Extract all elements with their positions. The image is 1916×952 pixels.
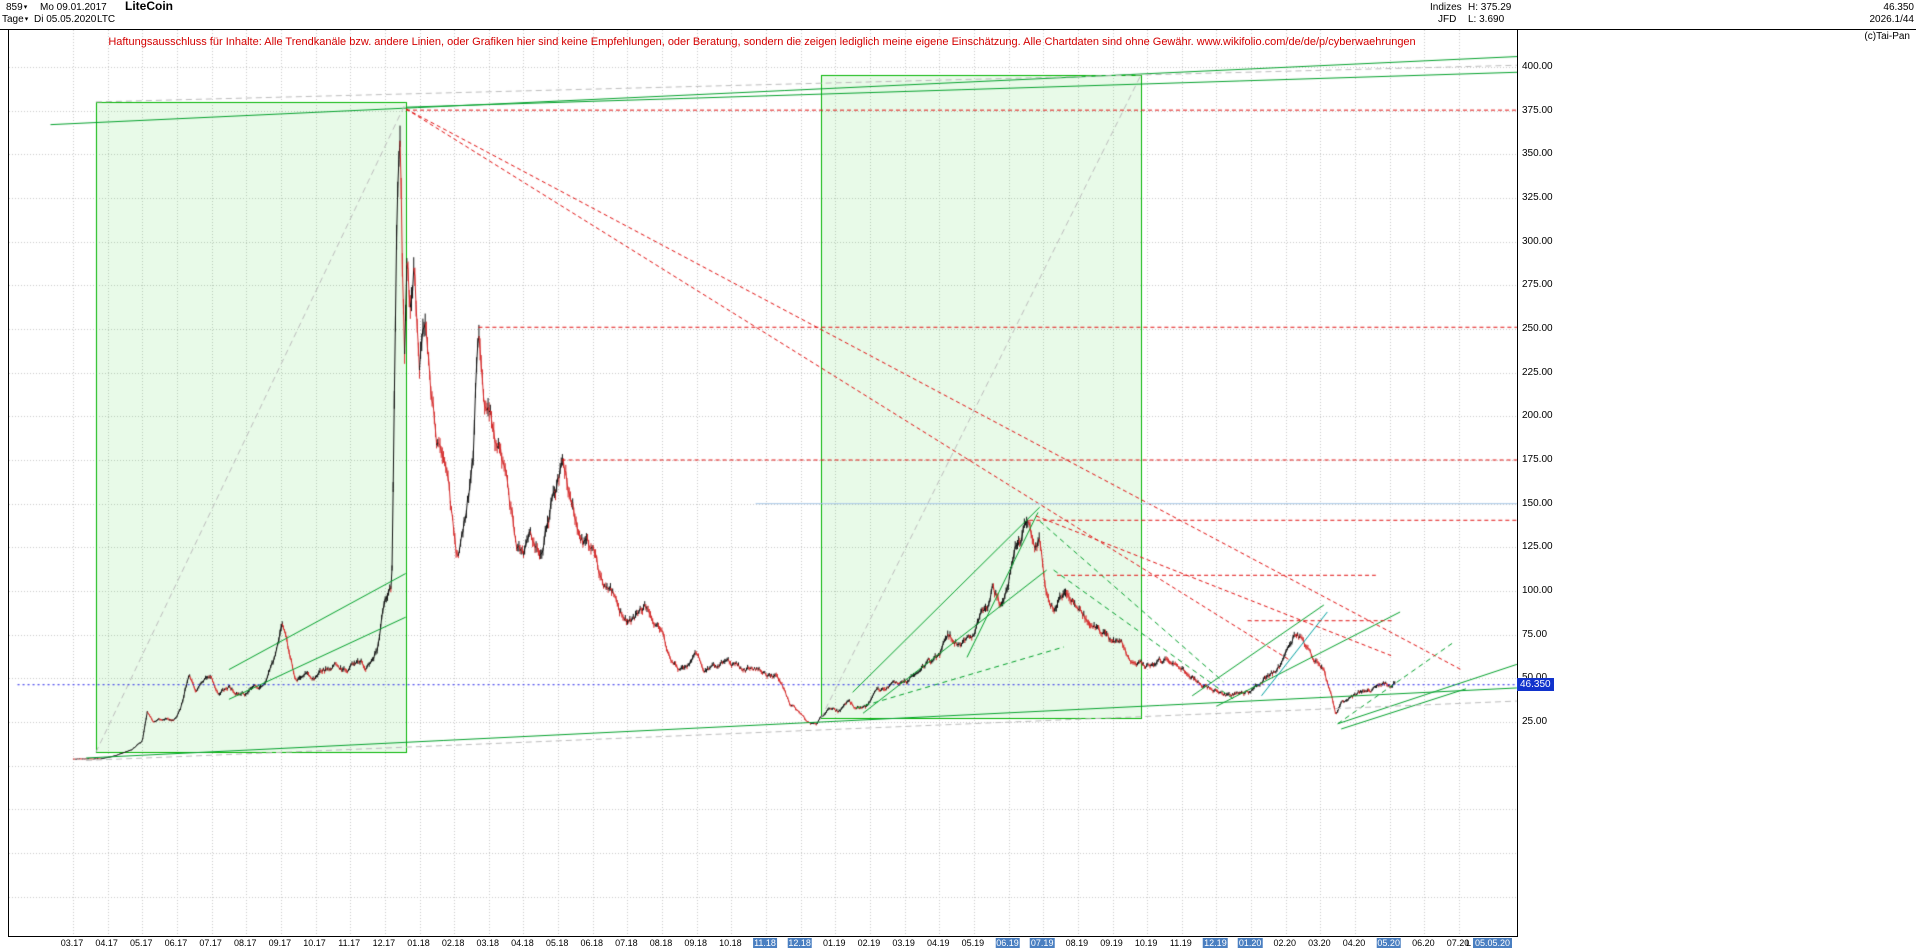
x-axis-label: 03.18 <box>476 938 500 948</box>
dropdown-caret-icon: ▾ <box>23 4 28 11</box>
header-separator <box>0 29 1916 30</box>
timeframe-dropdown[interactable]: Tage▾ <box>2 14 28 25</box>
y-axis-label: 375.00 <box>1522 104 1553 116</box>
x-axis-label: 10.19 <box>1134 938 1158 948</box>
x-axis-label: 07.20 <box>1446 938 1470 948</box>
x-axis-label: 05.17 <box>130 938 153 948</box>
x-axis-label: 04.18 <box>511 938 534 948</box>
y-axis-label: 275.00 <box>1522 279 1553 291</box>
broker-label: JFD <box>1438 14 1457 25</box>
y-axis-label: 150.00 <box>1522 497 1553 509</box>
y-axis-label: 350.00 <box>1522 148 1553 160</box>
x-axis-label: 11.18 <box>753 938 777 948</box>
period-high-value: H: 375.29 <box>1468 2 1512 13</box>
chart-plot-area <box>8 30 1518 937</box>
bars-count-value: 859 <box>6 2 23 13</box>
x-axis-label: 06.17 <box>164 938 188 948</box>
x-axis-label: 04.17 <box>95 938 118 948</box>
x-axis-label: 09.19 <box>1100 938 1123 948</box>
x-axis-label: 05.20 <box>1376 938 1401 948</box>
x-axis-label: 01.18 <box>407 938 430 948</box>
x-axis-label: 11.17 <box>338 938 361 948</box>
dropdown-caret-icon: ▾ <box>24 16 29 23</box>
last-date-value: 05.05.20 <box>1473 938 1513 948</box>
y-axis-label: 75.00 <box>1522 628 1548 640</box>
y-axis-label: 175.00 <box>1522 454 1553 465</box>
x-axis-label: 08.17 <box>233 938 257 948</box>
last-price-value: 46.350 <box>1883 2 1914 13</box>
x-axis-label: 06.18 <box>580 938 604 948</box>
y-axis-label: 325.00 <box>1522 192 1553 203</box>
x-axis-label: 11.19 <box>1169 938 1192 948</box>
x-axis-label: 10.18 <box>719 938 742 948</box>
y-axis-label: 200.00 <box>1522 410 1553 422</box>
x-axis-label: 03.19 <box>892 938 915 948</box>
y-axis-label: 300.00 <box>1522 235 1553 247</box>
x-axis-label: 07.18 <box>615 938 638 948</box>
x-axis-label: 09.17 <box>268 938 292 948</box>
x-axis-label: 12.18 <box>787 938 812 948</box>
x-axis-label: 04.19 <box>926 938 950 948</box>
copyright-label: (c)Tai-Pan <box>1864 31 1910 42</box>
y-axis-label: 250.00 <box>1522 323 1553 334</box>
x-axis-label: 12.17 <box>372 938 396 948</box>
last-date-label: L 05.05.20 <box>1466 938 1513 948</box>
x-axis: 03.17 04.17 05.17 06.17 07.17 08.17 09.17 10.17… <box>0 938 1520 952</box>
bars-count-dropdown[interactable]: 859▾ <box>6 2 27 13</box>
x-axis-label: 02.19 <box>857 938 881 948</box>
x-axis-label: 09.18 <box>684 938 707 948</box>
last-prefix: L <box>1466 938 1472 948</box>
x-axis-label: 02.18 <box>441 938 465 948</box>
x-axis-label: 03.17 <box>60 938 84 948</box>
x-axis-label: 03.20 <box>1308 938 1331 948</box>
x-axis-label: 08.19 <box>1065 938 1089 948</box>
period-low-value: L: 3.690 <box>1468 14 1505 25</box>
date-from-field[interactable]: Mo 09.01.2017 <box>40 2 107 13</box>
indices-label: Indizes <box>1430 2 1462 13</box>
x-axis-label: 07.19 <box>1029 938 1055 948</box>
current-price-tag: 46.350 <box>1517 677 1554 691</box>
chart-title: LiteCoin <box>125 0 173 13</box>
y-axis-label: 100.00 <box>1522 585 1553 596</box>
y-axis-label: 25.00 <box>1522 716 1548 727</box>
chart-canvas[interactable] <box>9 30 1517 936</box>
y-axis-label: 125.00 <box>1522 541 1553 553</box>
date-to-field[interactable]: Di 05.05.2020 <box>34 14 97 25</box>
x-axis-label: 06.19 <box>995 938 1020 948</box>
ratio-value: 2026.1/44 <box>1869 14 1915 25</box>
x-axis-label: 05.19 <box>961 938 985 948</box>
x-axis-label: 01.19 <box>823 938 846 948</box>
y-axis-label: 400.00 <box>1522 61 1553 72</box>
x-axis-label: 01.20 <box>1237 938 1263 948</box>
x-axis-label: 06.20 <box>1412 938 1435 948</box>
x-axis-label: 12.19 <box>1203 938 1228 948</box>
x-axis-label: 05.18 <box>545 938 569 948</box>
x-axis-label: 07.17 <box>199 938 222 948</box>
y-axis-label: 225.00 <box>1522 366 1553 378</box>
symbol-label: LTC <box>97 14 116 25</box>
x-axis-label: 02.20 <box>1273 938 1297 948</box>
timeframe-value: Tage <box>2 14 24 25</box>
x-axis-label: 10.17 <box>303 938 326 948</box>
x-axis-label: 08.18 <box>649 938 673 948</box>
x-axis-label: 04.20 <box>1342 938 1366 948</box>
